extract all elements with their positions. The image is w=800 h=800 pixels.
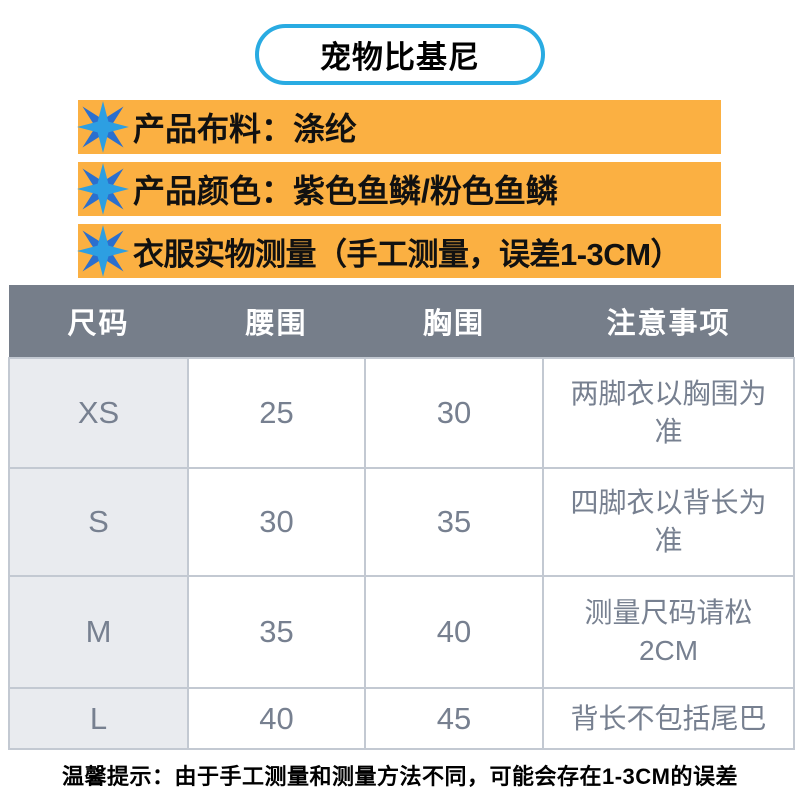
chest-cell: 45 [364,687,544,750]
note-cell: 测量尺码请松2CM [542,575,795,689]
size-cell: XS [8,357,189,469]
waist-cell: 25 [187,357,366,469]
starburst-icon [77,101,129,153]
feature-bar-measurement: 衣服实物测量（手工测量，误差1-3CM） [77,224,721,278]
table-row-m: M 35 40 测量尺码请松2CM [8,575,795,689]
feature-bar-label: 产品颜色：紫色鱼鳞/粉色鱼鳞 [133,173,558,209]
waist-cell: 35 [187,575,366,689]
feature-bar-label: 衣服实物测量（手工测量，误差1-3CM） [133,236,682,272]
note-cell: 两脚衣以胸围为准 [542,357,795,469]
waist-cell: 30 [187,467,366,577]
column-header-notes: 注意事项 [543,285,794,358]
table-row-l: L 40 45 背长不包括尾巴 [8,687,795,750]
note-cell: 四脚衣以背长为准 [542,467,795,577]
chest-cell: 35 [364,467,544,577]
feature-bar-fabric: 产品布料：涤纶 [77,100,721,154]
column-header-chest: 胸围 [365,285,543,358]
column-header-size: 尺码 [9,285,188,358]
product-title: 宠物比基尼 [320,40,480,75]
starburst-icon [77,163,129,215]
footer-tip: 温馨提示：由于手工测量和测量方法不同，可能会存在1-3CM的误差 [61,764,738,789]
size-cell: M [8,575,189,689]
size-table-header-row: 尺码 腰围 胸围 注意事项 [9,285,794,358]
chest-cell: 40 [364,575,544,689]
chest-cell: 30 [364,357,544,469]
feature-bar-label: 产品布料：涤纶 [133,111,358,147]
product-title-pill: 宠物比基尼 [255,24,545,85]
feature-bar-color: 产品颜色：紫色鱼鳞/粉色鱼鳞 [77,162,721,216]
size-cell: S [8,467,189,577]
starburst-icon [77,225,129,277]
table-row-s: S 30 35 四脚衣以背长为准 [8,467,795,577]
waist-cell: 40 [187,687,366,750]
size-table: 尺码 腰围 胸围 注意事项 XS 25 30 两脚衣以胸围为准 S 30 35 … [8,285,795,750]
note-cell: 背长不包括尾巴 [542,687,795,750]
column-header-waist: 腰围 [188,285,365,358]
size-cell: L [8,687,189,750]
table-row-xs: XS 25 30 两脚衣以胸围为准 [8,357,795,469]
